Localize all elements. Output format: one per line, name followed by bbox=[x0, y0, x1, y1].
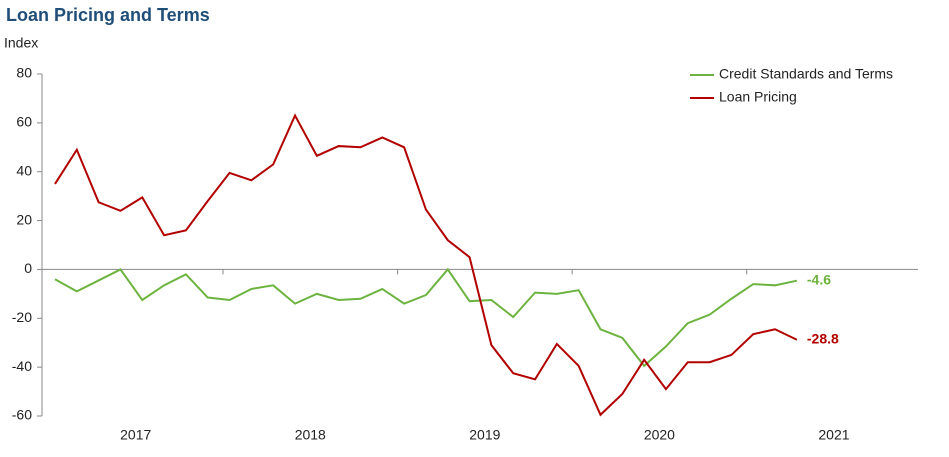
y-tick-label: 80 bbox=[16, 65, 32, 81]
y-tick-label: 40 bbox=[16, 162, 32, 178]
x-tick-label: 2018 bbox=[295, 427, 326, 443]
legend-label: Loan Pricing bbox=[719, 89, 797, 105]
x-tick-label: 2021 bbox=[818, 427, 849, 443]
y-tick-label: 60 bbox=[16, 114, 32, 130]
legend-label: Credit Standards and Terms bbox=[719, 66, 893, 82]
y-tick-label: -20 bbox=[12, 309, 32, 325]
x-tick-label: 2020 bbox=[644, 427, 675, 443]
y-tick-label: -40 bbox=[12, 358, 32, 374]
end-label: -28.8 bbox=[807, 330, 839, 346]
end-label: -4.6 bbox=[807, 271, 831, 287]
x-tick-label: 2019 bbox=[469, 427, 500, 443]
y-axis-label: Index bbox=[4, 35, 38, 51]
x-tick-label: 2017 bbox=[120, 427, 151, 443]
chart-title: Loan Pricing and Terms bbox=[6, 5, 210, 25]
series-line bbox=[54, 113, 798, 417]
series-line bbox=[54, 267, 798, 368]
y-tick-label: -60 bbox=[12, 407, 32, 423]
y-tick-label: 20 bbox=[16, 211, 32, 227]
y-tick-label: 0 bbox=[24, 260, 32, 276]
